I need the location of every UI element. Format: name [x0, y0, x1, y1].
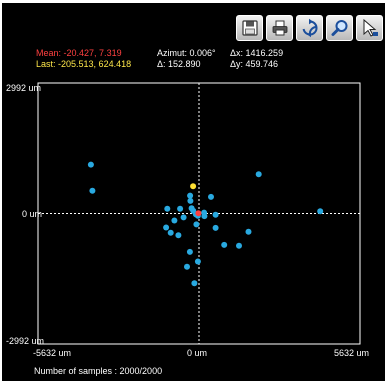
data-point: [186, 248, 193, 255]
pointer-button[interactable]: [356, 15, 383, 41]
last-label: Last:: [36, 59, 56, 69]
last-point-marker: [190, 183, 197, 190]
data-point: [163, 224, 170, 231]
azimut-value: 0.006°: [189, 48, 216, 58]
delta-label: Δ:: [157, 59, 166, 69]
data-point: [317, 208, 324, 215]
x-tick-right: 5632 um: [334, 348, 370, 358]
zoom-button[interactable]: [326, 15, 353, 41]
data-point: [193, 221, 200, 228]
save-button[interactable]: [236, 15, 263, 41]
samples-count: Number of samples : 2000/2000: [34, 366, 163, 376]
mean-label: Mean:: [36, 48, 62, 58]
data-point: [191, 280, 198, 287]
refresh-button[interactable]: [296, 15, 323, 41]
data-point: [255, 171, 262, 178]
azimut-readout: Azimut: 0.006°: [157, 48, 216, 58]
dy-value: 459.746: [245, 59, 279, 69]
data-point: [212, 224, 219, 231]
zoom-icon: [331, 20, 347, 36]
data-point: [236, 242, 242, 249]
data-point: [177, 205, 184, 212]
data-point: [212, 211, 219, 218]
data-point: [245, 228, 252, 235]
jitter-scatter-panel: Mean: -20.427, 7.319 Last: -205.513, 624…: [2, 3, 385, 381]
data-point: [190, 207, 197, 214]
data-point: [201, 213, 208, 220]
x-tick-left: -5632 um: [33, 348, 72, 358]
data-point: [187, 197, 194, 204]
azimut-label: Azimut:: [157, 48, 188, 58]
mean-readout: Mean: -20.427, 7.319: [36, 48, 122, 58]
data-point: [87, 161, 94, 168]
data-point: [167, 229, 174, 236]
data-point: [221, 241, 228, 248]
data-point: [171, 217, 178, 224]
delta-value: 152.890: [168, 59, 201, 69]
data-point: [187, 192, 194, 199]
mean-point-marker: [195, 210, 202, 217]
data-point: [194, 258, 201, 265]
dy-readout: Δy: 459.746: [230, 59, 278, 69]
dy-label: Δy:: [230, 59, 244, 69]
y-tick-bottom: -2992 um: [6, 336, 45, 346]
dx-label: Δx:: [230, 48, 244, 58]
save-icon: [241, 20, 258, 36]
last-readout: Last: -205.513, 624.418: [36, 59, 131, 69]
toolbar: [236, 15, 383, 41]
data-point: [184, 263, 190, 270]
y-tick-zero: 0 um: [22, 209, 43, 219]
delta-readout: Δ: 152.890: [157, 59, 201, 69]
dx-value: 1416.259: [245, 48, 284, 58]
data-point: [208, 193, 214, 200]
scatter-plot: [37, 82, 361, 345]
data-point: [175, 232, 182, 239]
x-tick-zero: 0 um: [187, 348, 208, 358]
printer-icon: [272, 20, 287, 36]
mean-value: -20.427, 7.319: [63, 48, 122, 58]
y-tick-top: 2992 um: [6, 83, 42, 93]
data-point: [164, 205, 171, 212]
last-value: -205.513, 624.418: [58, 59, 132, 69]
refresh-icon: [302, 18, 318, 38]
dx-readout: Δx: 1416.259: [230, 48, 283, 58]
pointer-icon: [363, 18, 378, 37]
points-layer: [87, 161, 324, 287]
data-point: [89, 187, 96, 194]
data-point: [180, 214, 187, 221]
print-button[interactable]: [266, 15, 293, 41]
